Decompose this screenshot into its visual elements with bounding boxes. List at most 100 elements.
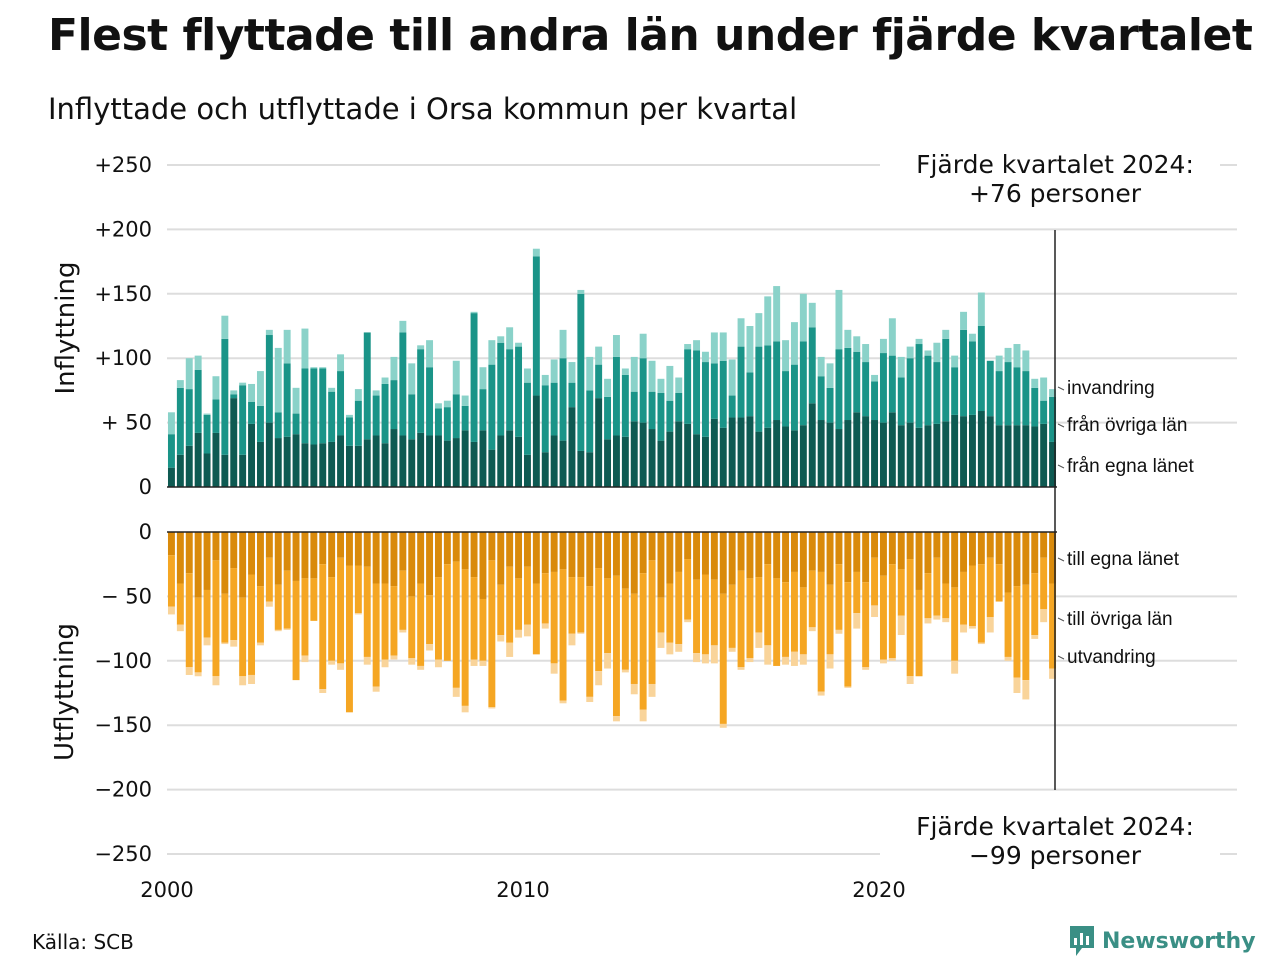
bar-inflow-0 xyxy=(497,435,505,487)
bar-outflow-0 xyxy=(960,532,968,572)
bar-outflow-1 xyxy=(515,578,523,630)
bar-outflow-0 xyxy=(728,532,736,585)
bar-inflow-0 xyxy=(879,422,887,487)
bar-inflow-2 xyxy=(782,340,790,372)
bar-inflow-1 xyxy=(426,367,434,436)
bar-outflow-2 xyxy=(230,640,238,647)
bar-inflow-0 xyxy=(239,454,247,487)
bar-inflow-0 xyxy=(755,431,763,487)
bar-inflow-1 xyxy=(879,353,887,423)
bar-outflow-0 xyxy=(167,532,175,556)
series-label-tick-bottom xyxy=(1057,655,1065,660)
bar-inflow-2 xyxy=(835,289,843,350)
bar-outflow-2 xyxy=(248,674,256,684)
bar-inflow-0 xyxy=(826,422,834,487)
bar-outflow-1 xyxy=(986,557,994,618)
bar-inflow-0 xyxy=(951,414,959,487)
bar-outflow-1 xyxy=(684,559,692,620)
bar-inflow-2 xyxy=(995,355,1003,372)
bar-inflow-0 xyxy=(790,430,798,487)
bar-outflow-0 xyxy=(639,532,647,574)
bar-outflow-2 xyxy=(212,676,220,686)
bar-outflow-2 xyxy=(728,647,736,652)
bar-outflow-0 xyxy=(817,532,825,572)
bar-outflow-1 xyxy=(301,578,309,656)
bar-outflow-2 xyxy=(782,656,790,665)
bar-outflow-1 xyxy=(755,577,763,633)
bar-outflow-0 xyxy=(497,532,505,585)
bar-inflow-0 xyxy=(523,454,531,487)
bar-outflow-2 xyxy=(1004,656,1012,661)
bar-outflow-0 xyxy=(710,532,718,580)
bar-outflow-1 xyxy=(853,571,861,614)
bar-outflow-0 xyxy=(799,532,807,588)
bar-inflow-0 xyxy=(808,403,816,487)
bar-inflow-2 xyxy=(274,347,282,413)
bar-inflow-2 xyxy=(968,333,976,342)
bar-inflow-2 xyxy=(399,320,407,333)
bar-outflow-0 xyxy=(310,532,318,579)
bar-outflow-2 xyxy=(808,627,816,632)
series-label-tick-bottom xyxy=(1057,617,1065,622)
bar-outflow-2 xyxy=(844,686,852,688)
bar-inflow-1 xyxy=(345,417,353,446)
bar-outflow-2 xyxy=(283,628,291,630)
bar-inflow-0 xyxy=(630,421,638,487)
bar-inflow-2 xyxy=(639,333,647,359)
bar-outflow-1 xyxy=(532,583,540,655)
bar-outflow-2 xyxy=(817,691,825,696)
bar-inflow-2 xyxy=(701,351,709,363)
bar-outflow-1 xyxy=(1049,583,1057,669)
bar-outflow-0 xyxy=(532,532,540,584)
bar-inflow-1 xyxy=(799,341,807,426)
bar-inflow-2 xyxy=(301,328,309,369)
bar-outflow-1 xyxy=(523,566,531,625)
bar-inflow-0 xyxy=(203,453,211,487)
bar-outflow-0 xyxy=(684,532,692,560)
bar-outflow-0 xyxy=(345,532,353,566)
bar-inflow-2 xyxy=(1049,389,1057,397)
bar-outflow-2 xyxy=(719,723,727,728)
bar-inflow-0 xyxy=(461,430,469,487)
bar-outflow-2 xyxy=(506,642,514,657)
bar-outflow-1 xyxy=(354,565,362,614)
bar-inflow-1 xyxy=(194,369,202,433)
bar-inflow-2 xyxy=(933,342,941,363)
bar-inflow-1 xyxy=(612,356,620,436)
bar-outflow-1 xyxy=(256,586,264,643)
bar-outflow-2 xyxy=(1040,609,1048,623)
bar-outflow-1 xyxy=(345,565,353,713)
bar-inflow-1 xyxy=(853,351,861,413)
bar-inflow-1 xyxy=(301,368,309,444)
bar-inflow-0 xyxy=(381,443,389,487)
bar-outflow-2 xyxy=(1022,680,1030,700)
bar-inflow-0 xyxy=(372,435,380,487)
bar-inflow-0 xyxy=(550,435,558,487)
bar-inflow-1 xyxy=(586,390,594,453)
bar-inflow-2 xyxy=(826,363,834,388)
bar-inflow-0 xyxy=(363,439,371,487)
bar-outflow-1 xyxy=(1013,586,1021,678)
bar-outflow-0 xyxy=(764,532,772,565)
bar-inflow-0 xyxy=(256,441,264,487)
annotation-latest-outflow: Fjärde kvartalet 2024: −99 personer xyxy=(875,812,1235,870)
bar-inflow-0 xyxy=(782,426,790,487)
series-label-bottom: till övriga län xyxy=(1067,609,1173,630)
bar-outflow-1 xyxy=(630,593,638,684)
bar-outflow-0 xyxy=(274,532,282,585)
bar-inflow-0 xyxy=(684,423,692,487)
bar-outflow-1 xyxy=(782,582,790,657)
bar-inflow-0 xyxy=(737,417,745,487)
bar-inflow-1 xyxy=(354,400,362,446)
bar-outflow-0 xyxy=(1040,532,1048,558)
bar-inflow-1 xyxy=(915,344,923,428)
bar-inflow-1 xyxy=(176,387,184,455)
bar-inflow-1 xyxy=(515,346,523,437)
bar-inflow-1 xyxy=(986,360,994,417)
bar-inflow-0 xyxy=(221,454,229,487)
bar-outflow-2 xyxy=(301,655,309,663)
bar-inflow-1 xyxy=(817,376,825,421)
bar-inflow-0 xyxy=(443,440,451,487)
bar-outflow-2 xyxy=(799,654,807,665)
bar-inflow-0 xyxy=(933,423,941,487)
